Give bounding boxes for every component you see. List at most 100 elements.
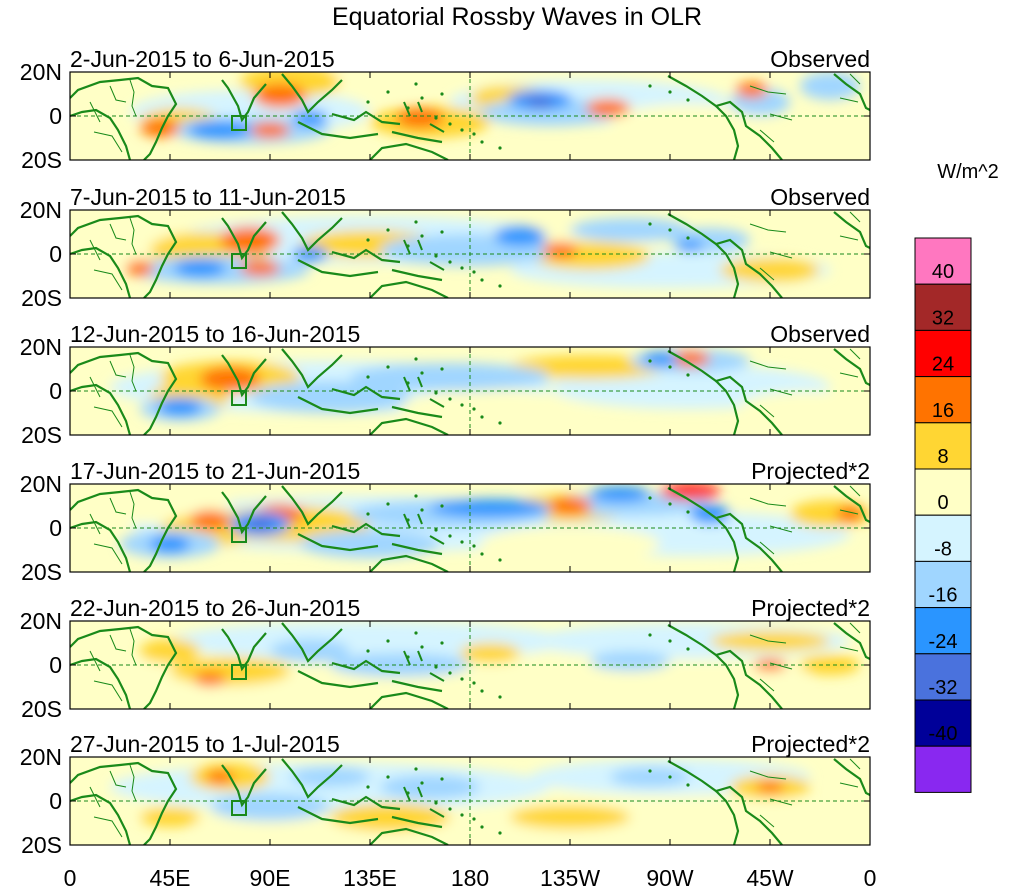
map-panel: 20N 0 20S 2-Jun-2015 to 6-Jun-2015 Observed [20,46,871,173]
olr-anomaly-blob [610,104,770,140]
lat-label: 20S [21,559,62,585]
olr-anomaly-blob [550,492,710,516]
panel-date-range: 2-Jun-2015 to 6-Jun-2015 [70,46,335,72]
lon-label: 0 [864,865,877,890]
olr-anomaly-blob [220,227,280,253]
olr-anomaly-blob [756,781,784,793]
colorbar-swatch [914,607,972,655]
olr-anomaly-blob [586,99,630,117]
lon-label: 45W [746,865,794,890]
olr-anomaly-blob [542,242,578,258]
colorbar-label: -8 [934,538,952,560]
figure-title: Equatorial Rossby Waves in OLR [332,3,702,31]
lon-label: 135W [540,865,600,890]
olr-anomaly-blob [248,518,272,530]
lat-label: 0 [49,241,62,267]
colorbar-swatch [914,329,972,378]
olr-anomaly-blob [190,510,230,530]
lat-label: 20S [21,422,62,448]
olr-anomaly-blob [510,805,630,829]
lat-label: 20N [20,59,62,85]
olr-anomaly-blob [150,535,190,553]
colorbar-swatch [914,237,972,285]
olr-anomaly-blob [174,259,226,277]
panel-date-range: 22-Jun-2015 to 26-Jun-2015 [70,595,360,621]
lat-label: 0 [49,788,62,814]
lon-label: 90W [646,865,694,890]
lat-label: 20N [20,471,62,497]
olr-anomaly-blob [270,639,350,663]
map-panel: 20N 0 20S 7-Jun-2015 to 11-Jun-2015 Observed [20,184,871,311]
olr-anomaly-blob [310,72,430,96]
colorbar-label: 0 [937,492,948,514]
olr-anomaly-blob [548,497,592,515]
olr-anomaly-blob [590,651,670,671]
map-panel: 20N 0 20S 17-Jun-2015 to 21-Jun-2015 Project… [20,458,871,585]
olr-anomaly-blob [380,775,480,799]
lat-label: 20S [21,696,62,722]
colorbar-label: -32 [929,677,958,699]
index-region-box [231,800,247,816]
colorbar-swatch [914,745,972,793]
olr-anomaly-blob [610,767,690,787]
index-region-box [231,664,247,680]
olr-anomaly-blob [480,526,660,562]
colorbar-label: 24 [932,354,954,376]
colorbar-swatch [914,653,972,701]
colorbar-label: 8 [937,446,948,468]
lat-label: 20N [20,197,62,223]
colorbar-label: -16 [929,585,958,607]
colorbar-label: 40 [932,261,954,283]
lat-label: 0 [49,378,62,404]
colorbar-swatch [914,422,972,470]
olr-anomaly-blob [676,240,704,252]
index-region-box [231,253,247,269]
index-region-box [231,527,247,543]
panel-date-range: 17-Jun-2015 to 21-Jun-2015 [70,458,360,484]
lon-label: 0 [64,865,77,890]
colorbar-label: 32 [932,307,954,329]
olr-anomaly-blob [670,351,710,367]
panel-date-range: 12-Jun-2015 to 16-Jun-2015 [70,321,360,347]
index-region-box [231,115,247,131]
olr-anomaly-blob [570,218,690,242]
lon-label: 45E [150,865,191,890]
olr-anomaly-blob [292,110,328,126]
lat-label: 20S [21,147,62,173]
panel-status: Projected*2 [751,731,870,757]
olr-anomaly-blob [660,484,720,500]
lat-label: 20S [21,832,62,858]
olr-anomaly-blob [430,499,550,517]
lat-label: 20N [20,608,62,634]
olr-anomaly-blob [170,657,290,685]
longitude-axis: 0 45E 90E 135E 180 135W 90W 45W 0 [64,865,877,890]
olr-anomaly-blob [210,793,330,821]
olr-anomaly-blob [126,260,154,276]
lat-label: 0 [49,652,62,678]
olr-anomaly-blob [800,72,860,100]
colorbar-label: -24 [929,631,958,653]
olr-anomaly-blob [240,260,280,276]
colorbar-swatch [914,283,972,331]
colorbar-units: W/m^2 [937,161,999,183]
colorbar-swatch [914,699,972,747]
panel-date-range: 7-Jun-2015 to 11-Jun-2015 [70,184,346,210]
olr-anomaly-blob [526,96,554,108]
panel-status: Observed [770,46,870,72]
olr-anomaly-blob [736,82,768,98]
lat-label: 0 [49,103,62,129]
colorbar-swatch [914,514,972,562]
colorbar: W/m^2 40 32 24 16 8 0 -8 -16 -24 -32 -40 [914,161,999,793]
colorbar-swatch [914,468,972,516]
olr-anomaly-blob [300,530,440,558]
panel-status: Observed [770,321,870,347]
panel-status: Observed [770,184,870,210]
map-panel: 20N 0 20S 12-Jun-2015 to 16-Jun-2015 Observe… [20,321,871,448]
panel-date-range: 27-Jun-2015 to 1-Jul-2015 [70,731,340,757]
olr-anomaly-blob [642,352,678,366]
olr-anomaly-blob [254,84,306,108]
olr-anomaly-blob [836,506,864,522]
lon-label: 90E [250,865,291,890]
